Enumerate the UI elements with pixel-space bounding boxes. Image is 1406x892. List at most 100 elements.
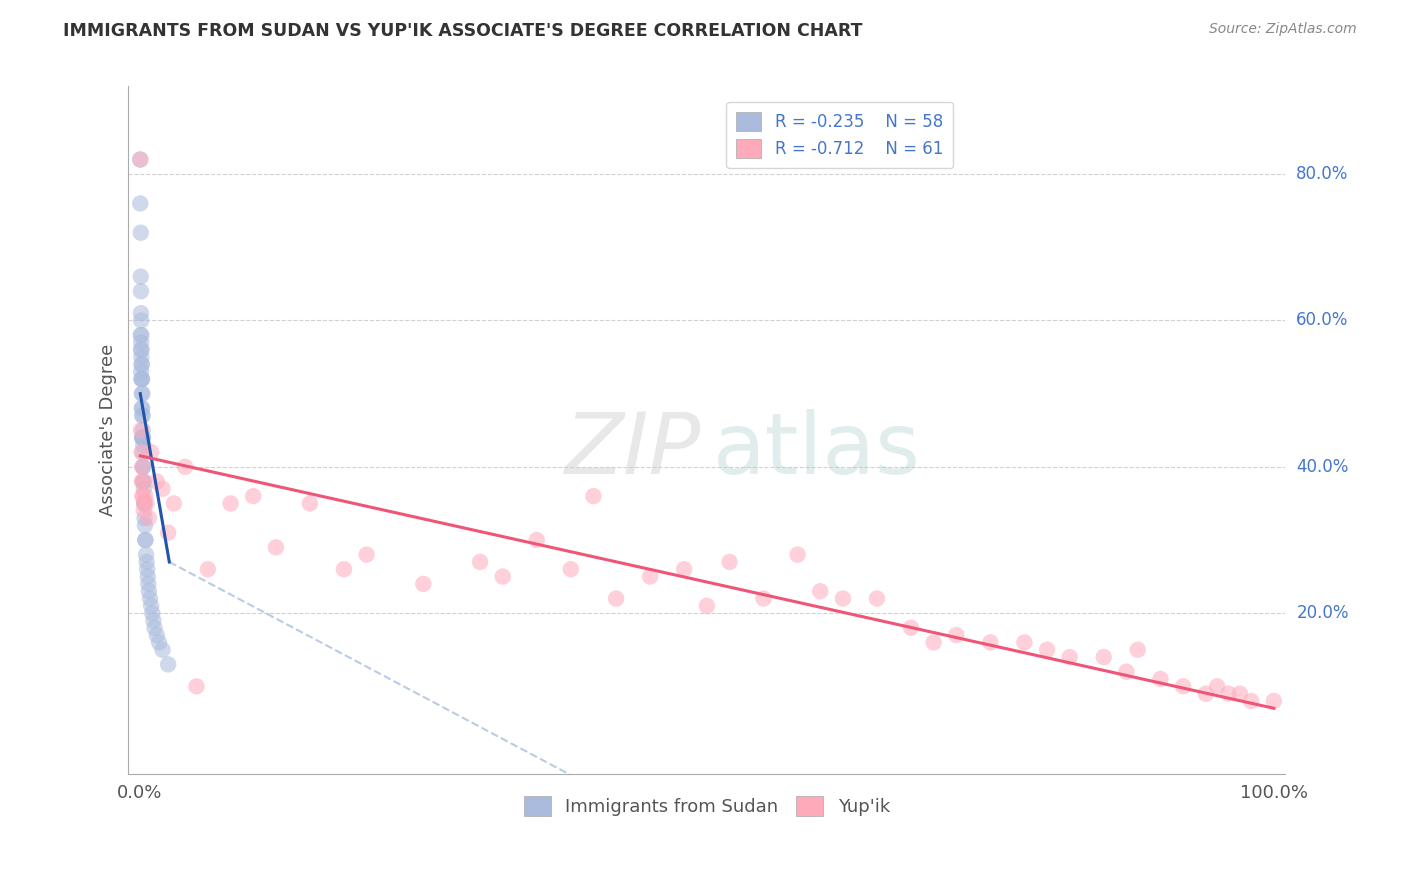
Point: [131, 372, 153, 386]
Point: [132, 438, 155, 452]
Point: [1092, 650, 1115, 665]
Point: [131, 358, 153, 372]
Point: [1036, 642, 1059, 657]
Point: [146, 475, 169, 489]
Point: [131, 409, 153, 423]
Point: [134, 518, 156, 533]
Point: [132, 504, 155, 518]
Point: [131, 372, 153, 386]
Point: [131, 386, 153, 401]
Point: [141, 599, 163, 613]
Point: [163, 496, 186, 510]
Point: [1149, 672, 1171, 686]
Text: atlas: atlas: [713, 409, 921, 492]
Point: [129, 284, 152, 298]
Point: [152, 482, 174, 496]
Point: [131, 475, 153, 489]
Point: [131, 409, 153, 423]
Point: [141, 445, 163, 459]
Point: [134, 533, 156, 547]
Point: [1240, 694, 1263, 708]
Point: [132, 423, 155, 437]
Point: [356, 548, 378, 562]
Point: [157, 657, 180, 672]
Point: [696, 599, 718, 613]
Point: [219, 496, 242, 510]
Point: [131, 431, 153, 445]
Point: [866, 591, 889, 606]
Point: [945, 628, 967, 642]
Point: [132, 482, 155, 496]
Point: [1195, 687, 1218, 701]
Point: [131, 445, 153, 459]
Point: [186, 679, 208, 693]
Point: [129, 153, 152, 167]
Point: [1126, 642, 1149, 657]
Point: [139, 591, 162, 606]
Point: [1171, 679, 1194, 693]
Text: IMMIGRANTS FROM SUDAN VS YUP'IK ASSOCIATE'S DEGREE CORRELATION CHART: IMMIGRANTS FROM SUDAN VS YUP'IK ASSOCIAT…: [63, 22, 863, 40]
Point: [131, 401, 153, 416]
Point: [136, 562, 159, 576]
Text: 40.0%: 40.0%: [1296, 458, 1348, 475]
Point: [134, 496, 156, 510]
Point: [979, 635, 1001, 649]
Point: [129, 313, 152, 327]
Point: [131, 489, 153, 503]
Point: [560, 562, 582, 576]
Point: [134, 489, 156, 503]
Point: [1014, 635, 1036, 649]
Point: [132, 475, 155, 489]
Point: [143, 621, 166, 635]
Point: [134, 496, 156, 510]
Point: [142, 614, 165, 628]
Point: [129, 269, 152, 284]
Point: [129, 343, 152, 357]
Point: [129, 423, 152, 437]
Point: [134, 496, 156, 510]
Point: [148, 635, 170, 649]
Point: [264, 541, 287, 555]
Point: [174, 459, 197, 474]
Point: [605, 591, 627, 606]
Point: [146, 628, 169, 642]
Point: [129, 196, 152, 211]
Point: [242, 489, 264, 503]
Point: [152, 642, 174, 657]
Y-axis label: Associate's Degree: Associate's Degree: [100, 344, 117, 516]
Point: [131, 372, 153, 386]
Point: [131, 350, 153, 364]
Point: [129, 335, 152, 350]
Point: [141, 606, 163, 620]
Point: [129, 365, 152, 379]
Point: [492, 569, 515, 583]
Point: [129, 226, 152, 240]
Legend: Immigrants from Sudan, Yup'ik: Immigrants from Sudan, Yup'ik: [516, 789, 897, 823]
Point: [333, 562, 356, 576]
Point: [1218, 687, 1240, 701]
Point: [132, 489, 155, 503]
Point: [197, 562, 219, 576]
Point: [138, 584, 160, 599]
Point: [1206, 679, 1229, 693]
Point: [900, 621, 922, 635]
Point: [129, 153, 152, 167]
Text: 80.0%: 80.0%: [1296, 165, 1348, 183]
Point: [922, 635, 945, 649]
Point: [132, 459, 155, 474]
Point: [131, 358, 153, 372]
Point: [752, 591, 775, 606]
Point: [157, 525, 180, 540]
Point: [131, 386, 153, 401]
Text: 60.0%: 60.0%: [1296, 311, 1348, 329]
Point: [135, 496, 157, 510]
Point: [673, 562, 696, 576]
Point: [832, 591, 855, 606]
Point: [638, 569, 661, 583]
Point: [526, 533, 548, 547]
Point: [135, 555, 157, 569]
Point: [131, 401, 153, 416]
Point: [132, 459, 155, 474]
Text: 20.0%: 20.0%: [1296, 604, 1348, 622]
Point: [134, 533, 156, 547]
